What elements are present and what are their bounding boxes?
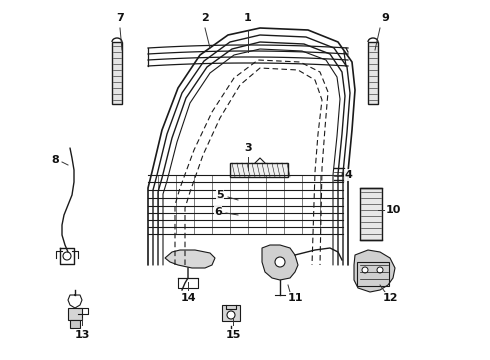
Text: 10: 10	[385, 205, 401, 215]
Polygon shape	[165, 250, 215, 268]
Bar	[357, 262, 389, 286]
Text: 7: 7	[116, 13, 124, 23]
Text: 13: 13	[74, 330, 90, 340]
Text: 5: 5	[216, 190, 224, 200]
Circle shape	[63, 252, 71, 260]
Bar	[68, 308, 82, 320]
Polygon shape	[354, 250, 395, 292]
Circle shape	[227, 311, 235, 319]
Circle shape	[275, 257, 285, 267]
Text: 4: 4	[344, 170, 352, 180]
Text: 11: 11	[287, 293, 303, 303]
Bar	[368, 42, 378, 104]
Text: 12: 12	[382, 293, 398, 303]
Text: 6: 6	[214, 207, 222, 217]
Bar	[70, 320, 80, 328]
Circle shape	[362, 267, 368, 273]
Text: 9: 9	[381, 13, 389, 23]
Bar	[112, 42, 122, 104]
Bar	[222, 305, 240, 321]
Polygon shape	[262, 245, 298, 280]
Circle shape	[377, 267, 383, 273]
Text: 14: 14	[180, 293, 196, 303]
Text: 1: 1	[244, 13, 252, 23]
Text: 3: 3	[244, 143, 252, 153]
Text: 8: 8	[51, 155, 59, 165]
Bar	[230, 163, 288, 177]
Text: 2: 2	[201, 13, 209, 23]
Bar	[360, 188, 382, 240]
Text: 15: 15	[225, 330, 241, 340]
